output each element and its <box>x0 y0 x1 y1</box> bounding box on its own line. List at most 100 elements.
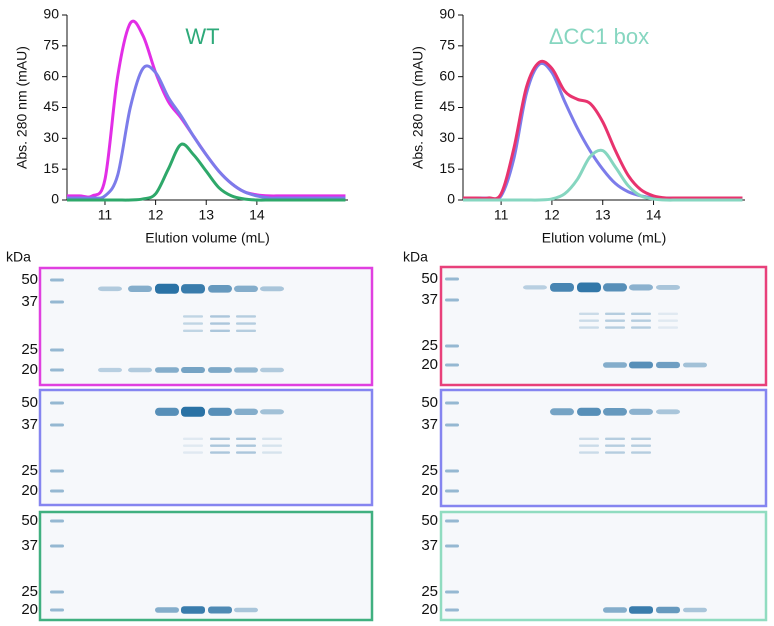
gel-band <box>128 286 152 292</box>
marker-label: 50 <box>421 270 438 287</box>
gel-band <box>605 326 625 328</box>
marker-label: 50 <box>421 512 438 529</box>
gel-band <box>550 283 574 292</box>
gel-band <box>155 607 179 613</box>
chart-title: ΔCC1 box <box>549 24 649 49</box>
ladder-band <box>445 470 459 473</box>
gel-band <box>631 438 651 440</box>
x-axis-label: Elution volume (mL) <box>145 230 270 246</box>
gel-band <box>262 438 282 440</box>
ladder-band <box>50 301 64 304</box>
gel-band <box>236 322 256 324</box>
gel-band <box>629 284 653 290</box>
marker-label: 50 <box>21 271 38 288</box>
ladder-band <box>445 278 459 281</box>
ladder-band <box>50 591 64 594</box>
y-tick-label: 45 <box>43 98 59 114</box>
marker-label: 25 <box>21 341 38 358</box>
gel-band <box>523 285 547 289</box>
gel-band <box>210 322 230 324</box>
gel-band <box>183 315 203 317</box>
ladder-band <box>445 520 459 523</box>
gel-band <box>577 283 601 293</box>
y-tick-label: 60 <box>439 67 455 83</box>
ladder-band <box>50 279 64 282</box>
gel-band <box>603 607 627 613</box>
ladder-band <box>445 490 459 493</box>
gel-band <box>683 608 707 613</box>
gel-band <box>210 315 230 317</box>
ladder-band <box>50 545 64 548</box>
y-tick-label: 90 <box>43 6 59 22</box>
gel-band <box>155 408 179 416</box>
gel-band <box>98 287 122 292</box>
gel-background <box>40 512 372 620</box>
gel-band <box>631 445 651 447</box>
y-tick-label: 30 <box>439 129 455 145</box>
gel-band <box>236 451 256 453</box>
marker-label: 50 <box>21 394 38 411</box>
gel-band <box>550 408 574 415</box>
y-tick-label: 15 <box>43 160 59 176</box>
gel-band <box>208 285 232 293</box>
marker-label: 25 <box>421 462 438 479</box>
y-tick-label: 75 <box>439 37 455 53</box>
gel-background <box>441 267 766 385</box>
x-tick-label: 13 <box>198 207 214 223</box>
gel-band <box>629 409 653 415</box>
y-tick-label: 15 <box>439 160 455 176</box>
gel-band <box>260 286 284 291</box>
marker-label: 25 <box>21 583 38 600</box>
gel-band <box>208 408 232 416</box>
y-tick-label: 75 <box>43 37 59 53</box>
gel-band <box>208 607 232 614</box>
gel-band <box>579 438 599 440</box>
y-tick-label: 0 <box>447 191 455 207</box>
marker-label: 37 <box>421 291 438 308</box>
series-line <box>67 66 345 198</box>
gel-background <box>441 390 766 506</box>
y-axis-label: Abs. 280 nm (mAU) <box>410 46 426 169</box>
ladder-band <box>445 299 459 302</box>
x-tick-label: 12 <box>148 207 164 223</box>
gel-unit: kDa <box>6 249 31 265</box>
gel-band <box>260 409 284 414</box>
gel-band <box>98 368 122 372</box>
ladder-band <box>50 490 64 493</box>
ladder-band <box>445 345 459 348</box>
ladder-band <box>50 470 64 473</box>
gel-band <box>579 326 599 328</box>
gel-band <box>658 320 678 322</box>
x-tick-label: 12 <box>544 207 560 223</box>
gel-band <box>183 322 203 324</box>
ladder-band <box>50 369 64 372</box>
gel-band <box>631 451 651 453</box>
gel-band <box>183 451 203 453</box>
gel-band <box>181 284 205 293</box>
gel-band <box>603 408 627 416</box>
gel-band <box>629 606 653 614</box>
gel-band <box>260 368 284 372</box>
ladder-band <box>50 424 64 427</box>
y-tick-label: 60 <box>43 67 59 83</box>
y-tick-label: 90 <box>439 6 455 22</box>
x-tick-label: 14 <box>646 207 662 223</box>
gel-band <box>236 438 256 440</box>
chart-title: WT <box>185 24 219 49</box>
ladder-band <box>445 591 459 594</box>
gel-band <box>603 283 627 291</box>
marker-label: 20 <box>21 482 38 499</box>
gel-band <box>210 438 230 440</box>
y-tick-label: 30 <box>43 129 59 145</box>
gel-band <box>579 320 599 322</box>
gel-band <box>210 330 230 332</box>
gel-band <box>631 320 651 322</box>
gel-band <box>605 438 625 440</box>
gel-band <box>155 284 179 294</box>
gel-background <box>40 268 372 385</box>
gel-band <box>656 285 680 290</box>
gel-band <box>631 313 651 315</box>
gel-band <box>577 408 601 416</box>
marker-label: 50 <box>421 394 438 411</box>
gel-band <box>629 362 653 369</box>
